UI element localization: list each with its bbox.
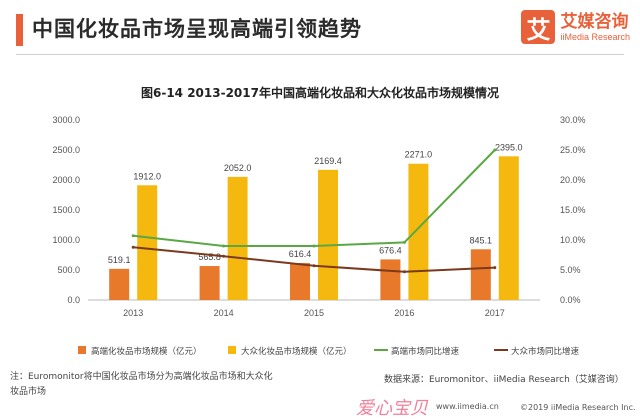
bar-mass-2016 [408, 163, 429, 300]
line-point [131, 245, 135, 249]
y-right-tick-label: 15.0% [560, 205, 586, 215]
line-point [131, 234, 135, 238]
bar-data-label: 676.4 [379, 245, 402, 255]
y-left-tick-label: 2500.0 [52, 145, 80, 155]
legend-swatch [228, 346, 236, 354]
bar-mass-2015 [318, 169, 338, 300]
y-left-tick-label: 500.0 [57, 265, 80, 275]
bar-high-end-2016 [380, 259, 401, 300]
bar-data-label: 2271.0 [405, 150, 433, 160]
legend-swatch [78, 346, 86, 354]
bar-mass-2014 [227, 176, 248, 300]
bar-data-label: 2169.4 [314, 156, 342, 166]
brand-logo: 艾 艾媒咨询 iiMedia Research [521, 10, 630, 44]
y-right-tick-label: 30.0% [560, 115, 586, 125]
header-divider [16, 54, 624, 55]
bar-high-end-2014 [199, 266, 220, 300]
bar-mass-2017 [498, 156, 519, 300]
logo-text: 艾媒咨询 iiMedia Research [560, 12, 630, 43]
x-tick-label: 2013 [123, 308, 143, 318]
watermark-left: 爱心宝贝 [356, 398, 428, 419]
y-right-tick-label: 20.0% [560, 175, 586, 185]
footnote: 注：Euromonitor将中国化妆品市场分为高端化妆品市场和大众化妆品市场 [10, 372, 273, 397]
bar-data-label: 2052.0 [224, 163, 252, 173]
y-right-tick-label: 25.0% [560, 145, 586, 155]
line-series-mass-growth [133, 246, 495, 273]
bar-data-label: 616.4 [289, 249, 312, 259]
legend-label: 高端化妆品市场规模（亿元） [91, 346, 202, 357]
bar-high-end-2013 [109, 268, 130, 300]
y-right-tick-label: 0.0% [560, 295, 581, 305]
y-left-tick-label: 1500.0 [52, 205, 80, 215]
line-point [222, 244, 226, 248]
logo-en: iiMedia Research [560, 31, 630, 42]
bar-data-label: 845.1 [470, 235, 493, 245]
line-point [222, 254, 226, 258]
bar-high-end-2017 [470, 249, 491, 300]
x-tick-label: 2017 [485, 308, 505, 318]
line-point [402, 270, 406, 274]
y-right-tick-label: 10.0% [560, 235, 586, 245]
bar-mass-2013 [137, 185, 158, 300]
bar-data-label: 1912.0 [133, 171, 161, 181]
legend-label: 大众化妆品市场规模（亿元） [241, 346, 352, 357]
page-title: 中国化妆品市场呈现高端引领趋势 [32, 17, 362, 41]
legend-label: 大众市场同比增速 [511, 346, 580, 357]
logo-cn: 艾媒咨询 [560, 11, 629, 32]
chart-title: 图6-14 2013-2017年中国高端化妆品和大众化妆品市场规模情况 [141, 86, 499, 100]
title-accent-bar [16, 14, 23, 46]
bar-data-label: 565.8 [198, 252, 221, 262]
y-left-tick-label: 3000.0 [52, 115, 80, 125]
y-left-tick-label: 2000.0 [52, 175, 80, 185]
y-right-tick-label: 5.0% [560, 265, 581, 275]
x-tick-label: 2016 [394, 308, 414, 318]
line-point [493, 266, 497, 270]
y-left-tick-label: 0.0 [67, 295, 80, 305]
line-point [312, 244, 316, 248]
x-tick-label: 2014 [214, 308, 234, 318]
legend-label: 高端市场同比增速 [391, 346, 460, 357]
copyright: ©2019 iiMedia Research Inc. [520, 403, 636, 412]
logo-mark: 艾 [521, 10, 556, 44]
line-point [312, 264, 316, 268]
data-source: 数据来源：Euromonitor、iiMedia Research（艾媒咨询） [384, 375, 624, 385]
x-tick-label: 2015 [304, 308, 324, 318]
bar-data-label: 519.1 [108, 255, 131, 265]
bar-data-label: 2395.0 [495, 142, 523, 152]
line-point [402, 240, 406, 244]
bar-high-end-2015 [290, 263, 310, 300]
y-left-tick-label: 1000.0 [52, 235, 80, 245]
watermark-url: www.iimedia.cn [436, 402, 499, 411]
line-point [493, 148, 497, 152]
